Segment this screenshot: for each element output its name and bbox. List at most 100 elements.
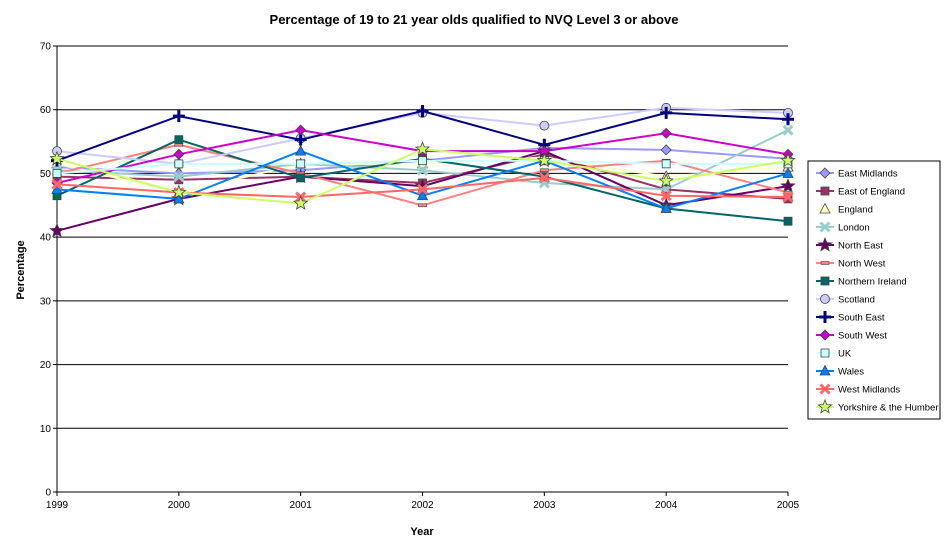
legend-item: West Midlands — [816, 383, 900, 396]
legend-item: Wales — [816, 364, 864, 378]
series-yorkshire-the-humber — [49, 141, 796, 210]
legend-swatch-marker — [820, 186, 830, 196]
y-tick-label: 20 — [40, 360, 52, 371]
data-point — [416, 183, 429, 195]
legend-swatch-marker — [820, 294, 830, 304]
x-tick-label: 2003 — [533, 500, 556, 511]
data-point — [49, 222, 65, 238]
legend-item: East of England — [816, 187, 905, 198]
legend-item: England — [816, 202, 873, 216]
data-point — [536, 152, 553, 168]
legend-label: North East — [838, 241, 883, 252]
legend-swatch-marker — [820, 276, 830, 286]
legend-item: South West — [816, 329, 887, 342]
data-point — [780, 152, 796, 168]
legend-label: North West — [838, 259, 886, 270]
data-point — [660, 202, 672, 213]
x-tick-label: 1999 — [46, 500, 69, 511]
legend-swatch-marker — [819, 221, 831, 233]
legend-box — [807, 160, 941, 420]
legend-label: Yorkshire & the Humber — [838, 403, 939, 414]
x-tick-label: 2004 — [655, 500, 678, 511]
data-point — [780, 178, 796, 193]
data-point — [296, 159, 306, 169]
legend-label: England — [838, 205, 873, 216]
y-tick-label: 30 — [40, 296, 52, 307]
data-point — [660, 127, 672, 139]
legend-item: UK — [816, 349, 852, 360]
legend-swatch-marker — [817, 236, 833, 252]
y-axis-label: Percentage — [15, 240, 27, 299]
y-tick-label: 50 — [40, 169, 52, 180]
legend-item: London — [816, 221, 870, 234]
legend-label: South West — [838, 331, 887, 342]
legend-item: Northern Ireland — [816, 277, 907, 288]
data-point — [660, 106, 673, 119]
data-point — [782, 167, 794, 178]
legend-label: East of England — [838, 187, 905, 198]
data-point — [49, 150, 65, 166]
series-south-east — [51, 104, 794, 167]
legend-label: Scotland — [838, 295, 875, 306]
legend-swatch-marker — [820, 348, 830, 358]
legend-item: North East — [816, 236, 883, 252]
grid-lines — [57, 45, 788, 429]
legend-swatch-marker — [819, 167, 831, 179]
data-point — [295, 124, 307, 136]
data-point — [51, 178, 63, 190]
data-point — [782, 124, 794, 136]
legend-swatch-marker — [820, 261, 830, 265]
legend-swatch-marker — [819, 329, 831, 341]
data-point — [416, 164, 429, 176]
data-point — [173, 192, 185, 204]
data-point — [416, 104, 429, 117]
data-point — [782, 113, 794, 126]
x-tick-label: 2001 — [290, 500, 313, 511]
legend-swatch-marker — [819, 383, 831, 395]
x-tick-label: 2005 — [777, 500, 800, 511]
legend-label: Northern Ireland — [838, 277, 907, 288]
legend-label: West Midlands — [838, 385, 900, 396]
x-axis-label: Year — [410, 526, 434, 538]
chart-title: Percentage of 19 to 21 year olds qualifi… — [270, 12, 679, 27]
legend-label: Wales — [838, 367, 864, 378]
legend-swatch-marker — [819, 202, 831, 214]
data-point — [171, 184, 187, 200]
legend: East Midlands East of England England Londo… — [807, 160, 941, 420]
legend-label: London — [838, 223, 870, 234]
data-point — [52, 169, 62, 178]
data-point — [660, 144, 672, 156]
legend-label: East Midlands — [838, 169, 898, 180]
data-point — [295, 144, 307, 156]
data-point — [418, 156, 427, 166]
legend-label: UK — [838, 349, 852, 360]
data-point — [172, 110, 185, 123]
data-point — [174, 159, 184, 169]
legend-swatch-marker — [817, 398, 833, 414]
series-lines — [49, 102, 796, 238]
legend-item: East Midlands — [816, 167, 898, 180]
legend-item: Yorkshire & the Humber — [816, 398, 939, 414]
data-point — [539, 120, 550, 131]
data-point — [658, 172, 674, 188]
data-point — [538, 172, 550, 184]
data-point — [783, 216, 793, 226]
y-tick-label: 40 — [40, 233, 52, 244]
data-point — [414, 141, 431, 156]
legend-item: Scotland — [816, 294, 875, 306]
data-point — [540, 168, 549, 173]
legend-label: South East — [838, 313, 885, 324]
y-tick-label: 60 — [40, 105, 52, 116]
legend-item: North West — [816, 259, 886, 270]
y-tick-label: 70 — [40, 42, 52, 53]
legend-swatch-marker — [819, 364, 831, 376]
data-point — [173, 148, 185, 160]
data-point — [416, 189, 429, 201]
axes: 0 10 20 30 40 50 60 70 1999 2000 2001 2002 2003 2004 2… — [40, 42, 800, 512]
data-point — [661, 159, 671, 169]
y-tick-label: 0 — [45, 488, 51, 499]
x-tick-label: 2000 — [168, 500, 191, 511]
data-point — [292, 195, 309, 210]
data-point — [782, 191, 794, 203]
